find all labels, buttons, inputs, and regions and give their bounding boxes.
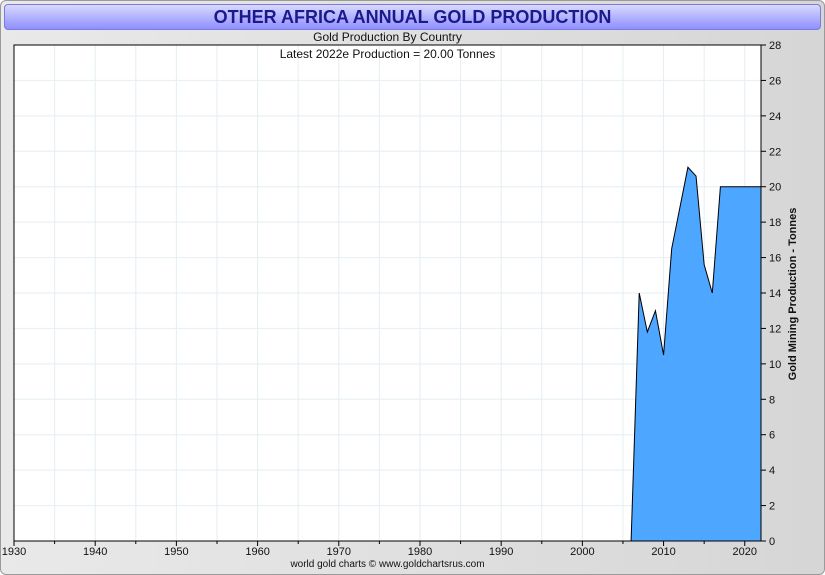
y-tick-label: 0 bbox=[769, 536, 775, 548]
chart-annotation: Latest 2022e Production = 20.00 Tonnes bbox=[279, 47, 496, 61]
y-tick-label: 4 bbox=[769, 465, 775, 477]
x-tick-label: 2000 bbox=[570, 546, 594, 558]
x-tick-label: 1960 bbox=[245, 546, 269, 558]
y-tick-label: 24 bbox=[769, 111, 781, 123]
chart-subtitle: Gold Production By Country bbox=[313, 30, 462, 44]
y-tick-label: 26 bbox=[769, 75, 781, 87]
x-tick-label: 2010 bbox=[651, 546, 675, 558]
x-tick-label: 1980 bbox=[408, 546, 432, 558]
x-tick-label: 1950 bbox=[164, 546, 188, 558]
y-tick-label: 2 bbox=[769, 501, 775, 513]
y-axis-label: Gold Mining Production - Tonnes bbox=[787, 207, 799, 381]
x-tick-label: 1940 bbox=[83, 546, 107, 558]
y-tick-label: 28 bbox=[769, 40, 781, 52]
chart-footer: world gold charts © www.goldchartsrus.co… bbox=[290, 559, 485, 570]
x-tick-label: 1970 bbox=[327, 546, 351, 558]
y-tick-label: 14 bbox=[769, 288, 781, 300]
y-tick-label: 10 bbox=[769, 359, 781, 371]
y-tick-label: 12 bbox=[769, 323, 781, 335]
x-tick-label: 1930 bbox=[2, 546, 26, 558]
y-tick-label: 18 bbox=[769, 217, 781, 229]
series-area bbox=[631, 167, 761, 542]
chart-title: OTHER AFRICA ANNUAL GOLD PRODUCTION bbox=[213, 7, 612, 27]
title-bar: OTHER AFRICA ANNUAL GOLD PRODUCTION bbox=[4, 4, 821, 30]
y-tick-label: 6 bbox=[769, 430, 775, 442]
y-tick-label: 20 bbox=[769, 182, 781, 194]
y-tick-label: 16 bbox=[769, 253, 781, 265]
y-tick-label: 22 bbox=[769, 146, 781, 158]
x-tick-label: 1990 bbox=[489, 546, 513, 558]
x-tick-label: 2020 bbox=[733, 546, 757, 558]
y-tick-label: 8 bbox=[769, 394, 775, 406]
